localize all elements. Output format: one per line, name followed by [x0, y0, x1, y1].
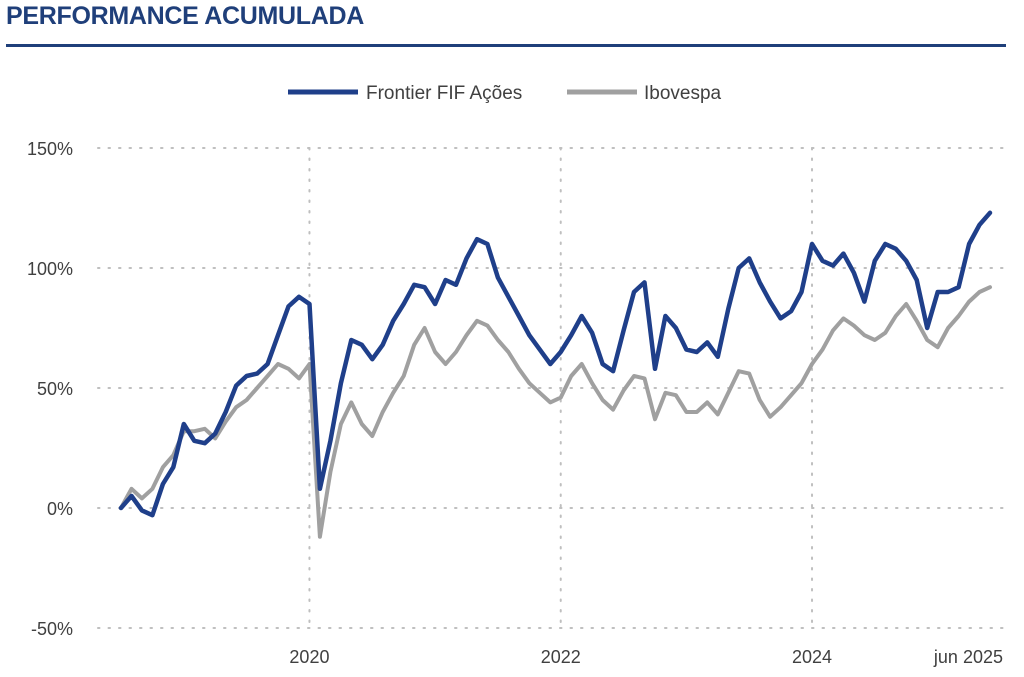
legend-label-ibovespa: Ibovespa: [644, 83, 722, 104]
x-tick-label: 2022: [541, 647, 581, 667]
y-axis-labels: 150% 100% 50% 0% -50%: [27, 139, 73, 639]
legend-label-frontier: Frontier FIF Ações: [366, 83, 522, 104]
title-rule: [6, 44, 1006, 47]
legend: Frontier FIF Ações Ibovespa: [288, 83, 722, 104]
series-lines: [118, 210, 993, 539]
x-tick-label: 2024: [792, 647, 832, 667]
x-axis-labels: 2020 2022 2024 jun 2025: [289, 647, 1003, 667]
y-tick-label: 0%: [47, 499, 73, 519]
y-tick-label: 150%: [27, 139, 73, 159]
x-tick-label: jun 2025: [933, 647, 1003, 667]
y-tick-label: 50%: [37, 379, 73, 399]
series-line-ibovespa: [119, 285, 992, 539]
y-tick-label: -50%: [31, 619, 73, 639]
page-title: PERFORMANCE ACUMULADA: [6, 2, 365, 30]
x-tick-label: 2020: [289, 647, 329, 667]
header: PERFORMANCE ACUMULADA: [6, 0, 1006, 47]
y-tick-label: 100%: [27, 259, 73, 279]
series-line-frontier: [118, 210, 993, 518]
